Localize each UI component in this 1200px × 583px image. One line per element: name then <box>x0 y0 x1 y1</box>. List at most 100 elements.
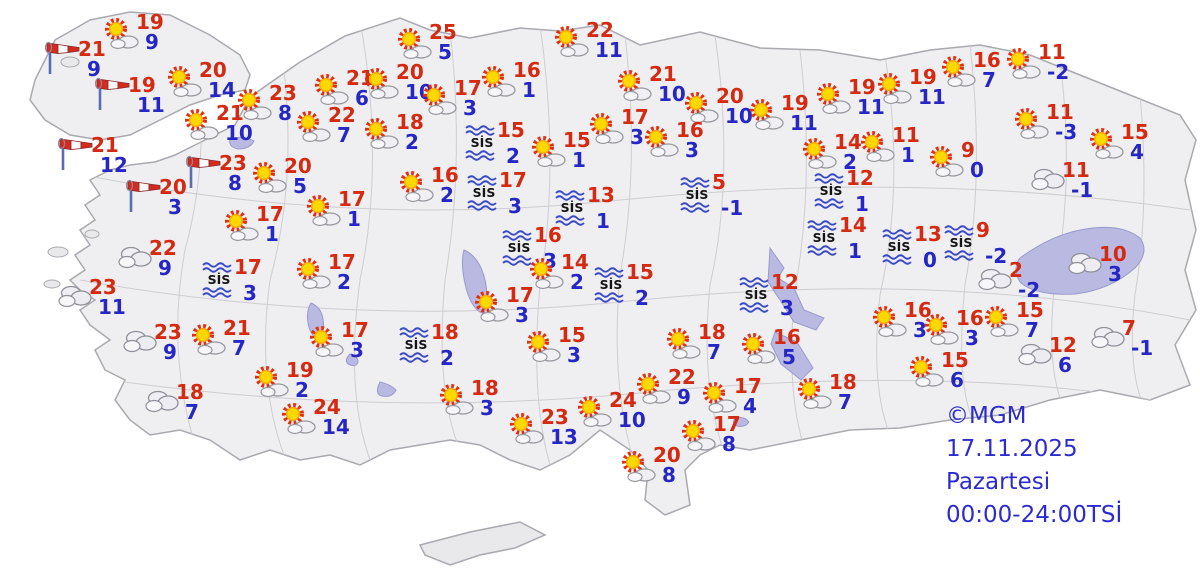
low-temp: 10 <box>405 80 433 104</box>
sun-cloud-icon <box>921 313 961 346</box>
sun-cloud-icon <box>506 412 546 445</box>
sun-cloud-icon <box>869 305 909 338</box>
weather-station: 17 3 <box>306 320 369 360</box>
high-temp: 11 <box>1046 100 1074 124</box>
sun-cloud-icon <box>234 88 274 121</box>
weather-station: 16 3 <box>641 120 704 160</box>
weather-station: SİS 17 3 <box>466 170 527 216</box>
fog-icon: SİS <box>679 175 717 215</box>
sun-cloud-icon <box>523 330 563 363</box>
low-temp: -2 <box>985 244 1008 268</box>
low-temp: 3 <box>780 296 794 320</box>
sun-cloud-icon <box>528 135 568 168</box>
high-temp: 19 <box>909 65 937 89</box>
high-temp: 20 <box>159 175 187 199</box>
weather-station: 19 11 <box>93 73 165 115</box>
high-temp: 23 <box>154 320 182 344</box>
low-temp: 11 <box>98 295 126 319</box>
high-temp: 7 <box>1122 316 1136 340</box>
high-temp: 17 <box>454 76 482 100</box>
weather-station: 16 2 <box>396 165 459 205</box>
aegean-islands <box>43 56 100 289</box>
svg-text:SİS: SİS <box>888 239 911 254</box>
low-temp: 14 <box>208 78 236 102</box>
low-temp: 1 <box>572 148 586 172</box>
svg-text:SİS: SİS <box>208 272 231 287</box>
weather-station: SİS 9 -2 <box>943 220 1008 268</box>
high-temp: 21 <box>216 101 244 125</box>
weather-station: 2 -2 <box>976 260 1041 302</box>
weather-station: 16 3 <box>921 308 984 348</box>
windsock-icon <box>124 175 166 215</box>
high-temp: 5 <box>712 170 726 194</box>
high-temp: 17 <box>341 318 369 342</box>
weather-station: 20 3 <box>124 175 187 217</box>
low-temp: 1 <box>855 192 869 216</box>
high-temp: 23 <box>89 275 117 299</box>
high-temp: 20 <box>199 58 227 82</box>
low-temp: -2 <box>1018 278 1041 302</box>
fog-icon: SİS <box>554 188 592 228</box>
sun-cloud-icon <box>188 323 228 356</box>
low-temp: 9 <box>163 340 177 364</box>
low-temp: 2 <box>440 346 454 370</box>
fog-icon: SİS <box>398 325 436 365</box>
fog-icon: SİS <box>466 173 504 213</box>
high-temp: 17 <box>328 250 356 274</box>
high-temp: 16 <box>431 163 459 187</box>
high-temp: 17 <box>506 283 534 307</box>
weather-station: 17 1 <box>303 189 366 229</box>
weather-station: 19 11 <box>813 77 885 117</box>
low-temp: 7 <box>982 68 996 92</box>
sun-cloud-icon <box>1003 47 1043 80</box>
sun-cloud-icon <box>857 130 897 163</box>
sun-cloud-icon <box>738 332 778 365</box>
high-temp: 23 <box>219 151 247 175</box>
sun-cloud-icon <box>278 402 318 435</box>
high-temp: 20 <box>716 84 744 108</box>
map-anatolia <box>68 17 1197 516</box>
high-temp: 13 <box>587 183 615 207</box>
weather-station: 18 7 <box>794 372 857 412</box>
weather-station: 23 13 <box>506 407 578 449</box>
high-temp: 15 <box>563 128 591 152</box>
weather-station: SİS 17 3 <box>201 257 262 303</box>
cloud-icon <box>1089 323 1127 351</box>
weather-station: 11 -1 <box>1029 160 1093 200</box>
high-temp: 19 <box>136 10 164 34</box>
weather-station: SİS 13 1 <box>554 183 615 233</box>
windsock-icon <box>93 73 135 113</box>
low-temp: 1 <box>596 209 610 233</box>
low-temp: 13 <box>550 425 578 449</box>
low-temp: 2 <box>506 144 520 168</box>
sun-cloud-icon <box>574 395 614 428</box>
sun-cloud-icon <box>794 377 834 410</box>
high-temp: 16 <box>534 223 562 247</box>
high-temp: 16 <box>956 306 984 330</box>
low-temp: 1 <box>522 78 536 102</box>
low-temp: 0 <box>923 248 937 272</box>
weather-station: 16 7 <box>938 50 1001 92</box>
high-temp: 13 <box>914 222 942 246</box>
weather-station: SİS 12 3 <box>738 272 799 320</box>
map-cyprus <box>418 521 547 566</box>
high-temp: 17 <box>713 412 741 436</box>
weather-station: 18 3 <box>436 378 499 418</box>
low-temp: 7 <box>232 336 246 360</box>
low-temp: 2 <box>405 130 419 154</box>
low-temp: 3 <box>515 303 529 327</box>
high-temp: 14 <box>561 250 589 274</box>
high-temp: 21 <box>78 37 106 61</box>
sun-cloud-icon <box>251 365 291 398</box>
weather-station: 17 8 <box>678 414 741 454</box>
low-temp: 12 <box>100 153 128 177</box>
sun-cloud-icon <box>526 257 566 290</box>
fog-icon: SİS <box>738 275 776 315</box>
fog-icon: SİS <box>813 171 851 211</box>
high-temp: 15 <box>626 260 654 284</box>
high-temp: 22 <box>149 236 177 260</box>
weather-station: 20 5 <box>249 156 312 196</box>
cloud-icon <box>56 282 94 310</box>
weather-station: 16 1 <box>478 60 541 102</box>
high-temp: 22 <box>668 365 696 389</box>
